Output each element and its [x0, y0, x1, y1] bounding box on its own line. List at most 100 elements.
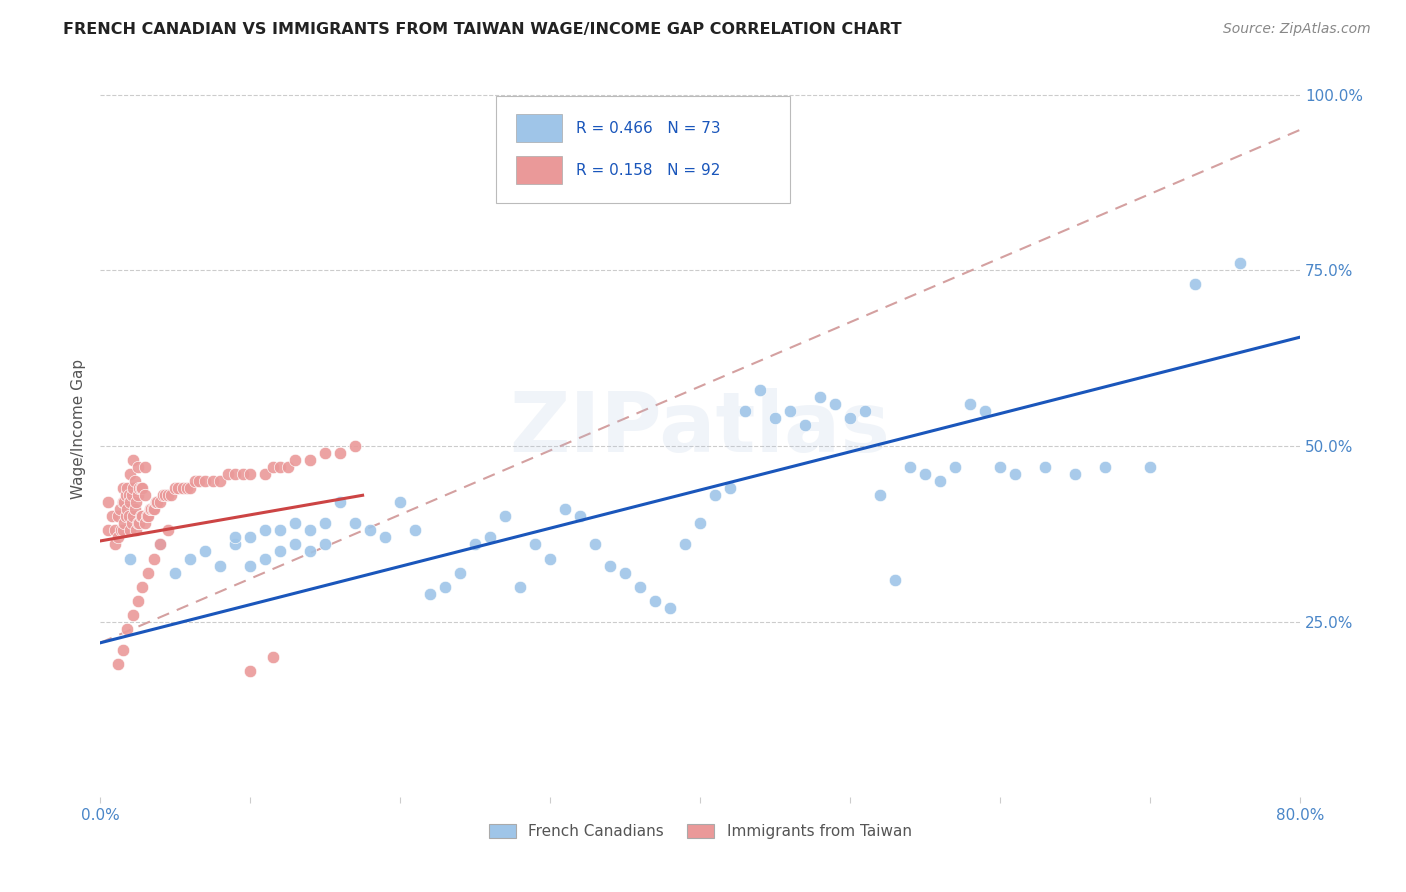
Point [689, 516, 711, 531]
Point [284, 537, 307, 551]
Point [262, 649, 284, 664]
Point [152, 488, 174, 502]
Point [763, 411, 786, 425]
Point [1064, 467, 1087, 482]
Point [125, 524, 148, 538]
Point [115, 481, 138, 495]
Point [254, 551, 277, 566]
Point [121, 516, 143, 531]
Point [112, 516, 135, 531]
Point [129, 481, 152, 495]
Point [749, 383, 772, 397]
Point [614, 566, 637, 580]
Point [853, 404, 876, 418]
Point [524, 537, 547, 551]
Text: R = 0.158   N = 92: R = 0.158 N = 92 [576, 162, 721, 178]
Point [269, 544, 291, 558]
Point [131, 481, 153, 495]
Point [127, 593, 149, 607]
Point [644, 593, 666, 607]
Point [129, 509, 152, 524]
Point [284, 516, 307, 531]
Point [569, 509, 592, 524]
Point [179, 551, 201, 566]
Point [114, 509, 136, 524]
Point [628, 580, 651, 594]
Point [104, 524, 127, 538]
Point [1094, 460, 1116, 475]
FancyBboxPatch shape [496, 96, 790, 203]
Point [314, 446, 336, 460]
Point [1229, 256, 1251, 270]
Point [167, 481, 190, 495]
Point [145, 495, 167, 509]
Point [194, 544, 217, 558]
Point [884, 573, 907, 587]
Point [869, 488, 891, 502]
Point [165, 566, 187, 580]
Point [254, 524, 277, 538]
Legend: French Canadians, Immigrants from Taiwan: French Canadians, Immigrants from Taiwan [482, 817, 918, 845]
Point [359, 524, 381, 538]
Point [121, 488, 143, 502]
Point [224, 537, 246, 551]
Point [1139, 460, 1161, 475]
Point [117, 509, 139, 524]
Point [262, 460, 284, 475]
Point [988, 460, 1011, 475]
Point [239, 558, 262, 573]
Point [97, 524, 120, 538]
Point [583, 537, 606, 551]
Point [131, 580, 153, 594]
Point [97, 495, 120, 509]
Bar [516, 114, 562, 142]
Point [718, 481, 741, 495]
Point [929, 474, 952, 488]
Point [104, 537, 127, 551]
Point [117, 488, 139, 502]
Point [269, 460, 291, 475]
Point [299, 524, 322, 538]
Point [419, 587, 441, 601]
Point [136, 566, 159, 580]
Point [314, 516, 336, 531]
Bar [516, 156, 562, 185]
Point [224, 531, 246, 545]
Point [314, 537, 336, 551]
Point [188, 474, 211, 488]
Point [914, 467, 936, 482]
Point [269, 524, 291, 538]
Point [156, 488, 179, 502]
Point [824, 397, 846, 411]
Text: Source: ZipAtlas.com: Source: ZipAtlas.com [1223, 22, 1371, 37]
Point [464, 537, 486, 551]
Point [115, 622, 138, 636]
Point [404, 524, 426, 538]
Point [128, 516, 150, 531]
Point [254, 467, 277, 482]
Point [344, 439, 367, 453]
Point [538, 551, 561, 566]
Point [127, 488, 149, 502]
Point [172, 481, 194, 495]
Point [704, 488, 727, 502]
Point [111, 495, 134, 509]
Point [108, 502, 131, 516]
Point [224, 467, 246, 482]
Point [127, 460, 149, 475]
Point [122, 481, 145, 495]
Point [136, 509, 159, 524]
Point [115, 502, 138, 516]
Point [149, 537, 172, 551]
Point [149, 495, 172, 509]
Y-axis label: Wage/Income Gap: Wage/Income Gap [72, 359, 86, 499]
Point [112, 495, 135, 509]
Point [779, 404, 801, 418]
Point [124, 502, 146, 516]
Point [239, 664, 262, 678]
Point [201, 474, 224, 488]
Point [808, 390, 831, 404]
Point [1033, 460, 1056, 475]
Point [159, 488, 181, 502]
Point [107, 531, 129, 545]
